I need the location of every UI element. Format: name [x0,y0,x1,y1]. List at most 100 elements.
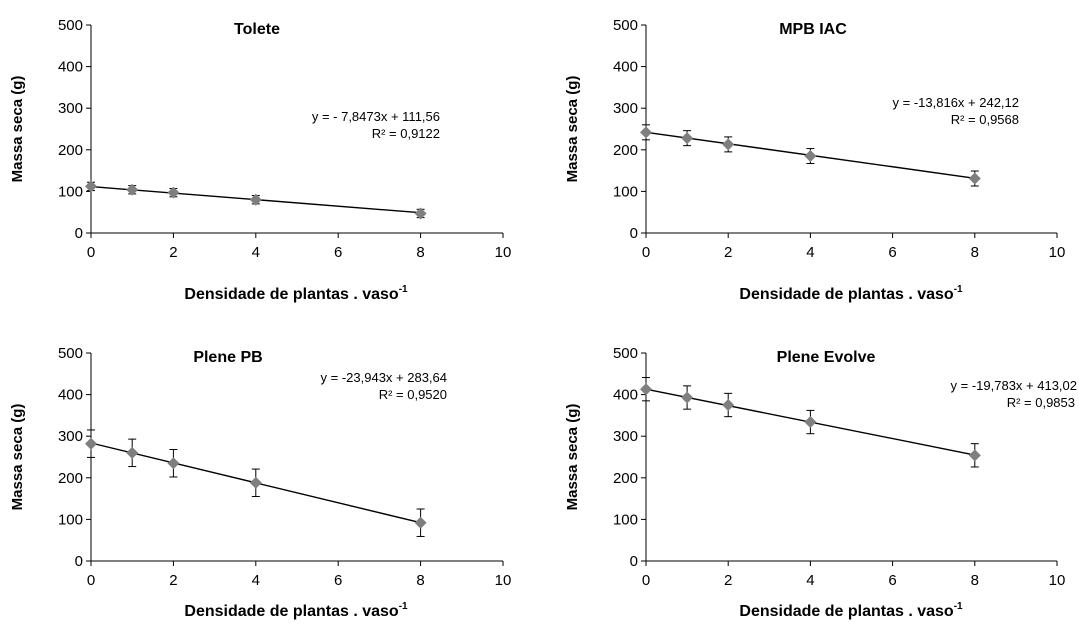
data-point [804,416,817,429]
x-axis-label-text: Densidade de plantas . vaso [184,603,399,620]
x-tick-label: 8 [971,244,979,261]
data-point [414,516,427,529]
x-tick-label: 0 [642,572,650,589]
x-tick-label: 4 [252,572,260,589]
data-point [722,399,735,411]
y-tick-label: 200 [613,142,638,159]
x-tick-label: 10 [495,572,512,589]
y-axis-label: Massa seca (g) [9,76,26,183]
y-tick-label: 0 [75,225,83,242]
r-squared: R² = 0,9568 [951,112,1019,127]
x-tick-label: 2 [724,572,732,589]
y-tick-label: 400 [613,387,638,404]
y-tick-label: 500 [58,17,83,34]
x-tick-label: 2 [724,244,732,261]
y-axis-label: Massa seca (g) [564,76,581,183]
x-tick-label: 6 [334,244,342,261]
data-point [968,449,981,462]
x-axis-label-superscript: -1 [399,601,408,612]
regression-equation: y = -23,943x + 283,64 [321,370,447,385]
x-tick-label: 8 [416,244,424,261]
x-tick-label: 6 [888,244,896,261]
y-tick-label: 300 [58,100,83,117]
x-axis-label-text: Densidade de plantas . vaso [184,286,399,303]
y-tick-label: 200 [58,142,83,159]
x-tick-label: 2 [169,244,177,261]
y-tick-label: 100 [58,511,83,528]
y-tick-label: 300 [613,100,638,117]
r-squared: R² = 0,9853 [1007,395,1075,410]
x-axis-label: Densidade de plantas . vaso-1 [184,284,408,303]
x-axis-label: Densidade de plantas . vaso-1 [739,601,963,620]
y-tick-label: 500 [613,17,638,34]
r-squared: R² = 0,9122 [372,126,440,141]
y-tick-label: 300 [613,428,638,445]
y-tick-label: 100 [58,183,83,200]
data-point [249,476,262,489]
y-tick-label: 200 [613,470,638,487]
y-tick-label: 400 [58,59,83,76]
r-squared: R² = 0,9520 [379,387,447,402]
x-tick-label: 10 [1049,244,1066,261]
y-tick-label: 500 [58,345,83,362]
panel-4: 0 100 200 300 400 500 0 2 4 6 8 10 Plene Evolve Densi… [564,345,1077,620]
data-point [640,383,652,396]
data-point [414,207,427,220]
x-tick-label: 4 [806,244,814,261]
panel-1: 0 100 200 300 400 500 0 2 4 6 8 10 Tolete Densidade d… [9,17,511,303]
x-tick-label: 4 [806,572,814,589]
chart-title: Plene Evolve [777,349,876,366]
data-point [126,183,139,196]
panel-2: 0 100 200 300 400 500 0 2 4 6 8 10 MPB IAC Densidade … [564,17,1065,303]
x-axis-label: Densidade de plantas . vaso-1 [184,601,408,620]
y-tick-label: 500 [613,345,638,362]
y-axis-label: Massa seca (g) [9,404,26,511]
y-tick-label: 200 [58,470,83,487]
x-tick-label: 0 [87,244,95,261]
y-tick-label: 0 [630,553,638,570]
data-point [126,446,139,459]
x-axis-label-superscript: -1 [954,601,963,612]
regression-equation: y = -13,816x + 242,12 [893,95,1019,110]
y-tick-label: 100 [613,183,638,200]
x-axis-label-text: Densidade de plantas . vaso [739,603,954,620]
x-axis-label: Densidade de plantas . vaso-1 [739,284,963,303]
data-point [85,180,97,193]
x-axis-label-text: Densidade de plantas . vaso [739,286,954,303]
x-tick-label: 8 [971,572,979,589]
x-tick-label: 8 [416,572,424,589]
x-axis-label-superscript: -1 [954,284,963,295]
data-point [640,126,652,139]
chart-title: Plene PB [193,349,262,366]
data-point [968,172,981,185]
data-point [167,457,180,470]
x-tick-label: 0 [87,572,95,589]
panel-3: 0 100 200 300 400 500 0 2 4 6 8 10 Plene PB Densidade… [9,345,511,620]
data-point [804,150,817,163]
x-tick-label: 10 [495,244,512,261]
data-point [167,186,180,199]
y-tick-label: 300 [58,428,83,445]
y-tick-label: 0 [630,225,638,242]
x-axis-label-superscript: -1 [399,284,408,295]
data-point [85,437,97,450]
chart-title: Tolete [234,21,280,38]
y-tick-label: 100 [613,511,638,528]
data-point [722,138,735,151]
regression-equation: y = - 7,8473x + 111,56 [312,109,440,124]
regression-equation: y = -19,783x + 413,02 [951,378,1077,393]
x-tick-label: 4 [252,244,260,261]
x-tick-label: 6 [888,572,896,589]
y-tick-label: 400 [58,387,83,404]
data-point [681,132,694,145]
x-tick-label: 6 [334,572,342,589]
x-tick-label: 0 [642,244,650,261]
x-tick-label: 10 [1049,572,1066,589]
data-point [681,391,694,404]
y-axis-label: Massa seca (g) [564,404,581,511]
y-tick-label: 0 [75,553,83,570]
x-tick-label: 2 [169,572,177,589]
y-tick-label: 400 [613,59,638,76]
chart-title: MPB IAC [779,21,847,38]
